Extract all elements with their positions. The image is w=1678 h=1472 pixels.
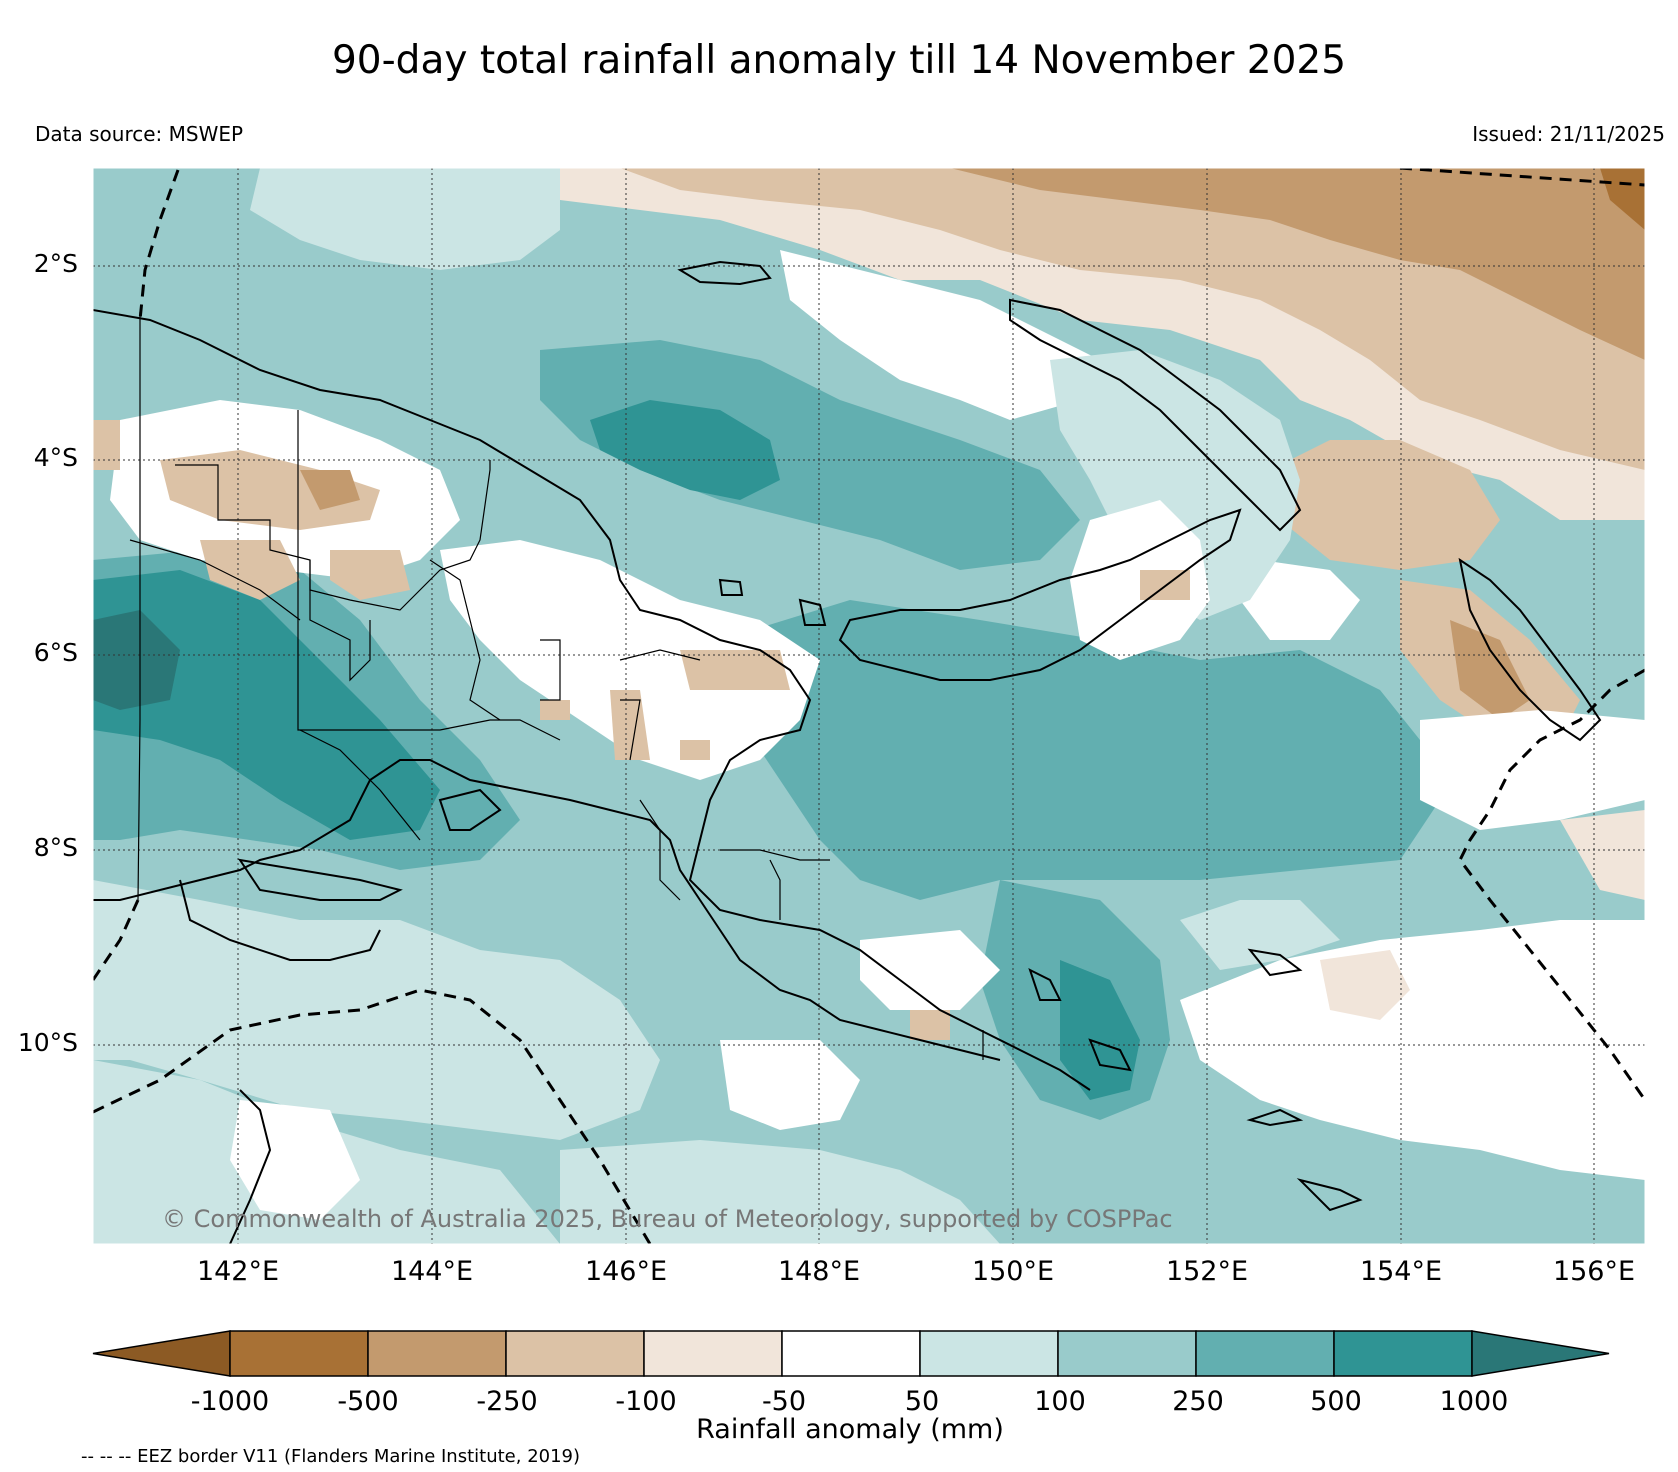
colorbar-tick: -100 (615, 1386, 677, 1417)
colorbar-swatch (229, 1330, 369, 1377)
colorbar (92, 1330, 1610, 1377)
colorbar-swatch (1195, 1330, 1335, 1377)
colorbar-tick: -1000 (190, 1386, 270, 1417)
map-title: 90-day total rainfall anomaly till 14 No… (331, 38, 1347, 83)
colorbar-extend-high (1471, 1330, 1610, 1377)
lon-label-144e: 144°E (390, 1256, 474, 1287)
colorbar-swatch (1333, 1330, 1473, 1377)
lon-label-156e: 156°E (1552, 1256, 1636, 1287)
colorbar-swatch (367, 1330, 507, 1377)
lon-label-146e: 146°E (584, 1256, 668, 1287)
colorbar-tick: -50 (761, 1386, 807, 1417)
lat-label-6s: 6°S (33, 638, 78, 667)
issued-date-label: Issued: 21/11/2025 (1472, 122, 1665, 146)
lat-label-10s: 10°S (17, 1028, 78, 1057)
graticule (93, 168, 1645, 1244)
colorbar-swatch (781, 1330, 921, 1377)
colorbar-title: Rainfall anomaly (mm) (696, 1414, 1004, 1445)
colorbar-extend-low (92, 1330, 231, 1377)
colorbar-tick: 100 (1034, 1386, 1086, 1417)
copyright-text: © Commonwealth of Australia 2025, Bureau… (162, 1205, 1173, 1233)
eez-note: -- -- -- EEZ border V11 (Flanders Marine… (81, 1446, 581, 1467)
lon-label-148e: 148°E (777, 1256, 861, 1287)
lon-label-152e: 152°E (1165, 1256, 1249, 1287)
colorbar-tick: 50 (904, 1386, 940, 1417)
colorbar-tick: -250 (476, 1386, 538, 1417)
colorbar-swatch (643, 1330, 783, 1377)
lon-label-150e: 150°E (971, 1256, 1055, 1287)
colorbar-swatch (919, 1330, 1059, 1377)
colorbar-swatch (505, 1330, 645, 1377)
anomaly-field (93, 168, 1645, 1244)
colorbar-swatch (1057, 1330, 1197, 1377)
colorbar-tick: -500 (337, 1386, 399, 1417)
coastlines (93, 260, 1602, 1244)
colorbar-tick: 250 (1172, 1386, 1224, 1417)
lon-label-142e: 142°E (196, 1256, 280, 1287)
eez-border (93, 168, 1645, 1244)
colorbar-tick: 1000 (1439, 1386, 1509, 1417)
map-frame (92, 167, 1646, 1245)
lat-label-8s: 8°S (33, 833, 78, 862)
lat-label-2s: 2°S (33, 249, 78, 278)
lon-label-154e: 154°E (1359, 1256, 1443, 1287)
lat-label-4s: 4°S (33, 443, 78, 472)
colorbar-tick: 500 (1310, 1386, 1362, 1417)
provincial-borders (129, 312, 984, 1060)
data-source-label: Data source: MSWEP (35, 122, 244, 146)
